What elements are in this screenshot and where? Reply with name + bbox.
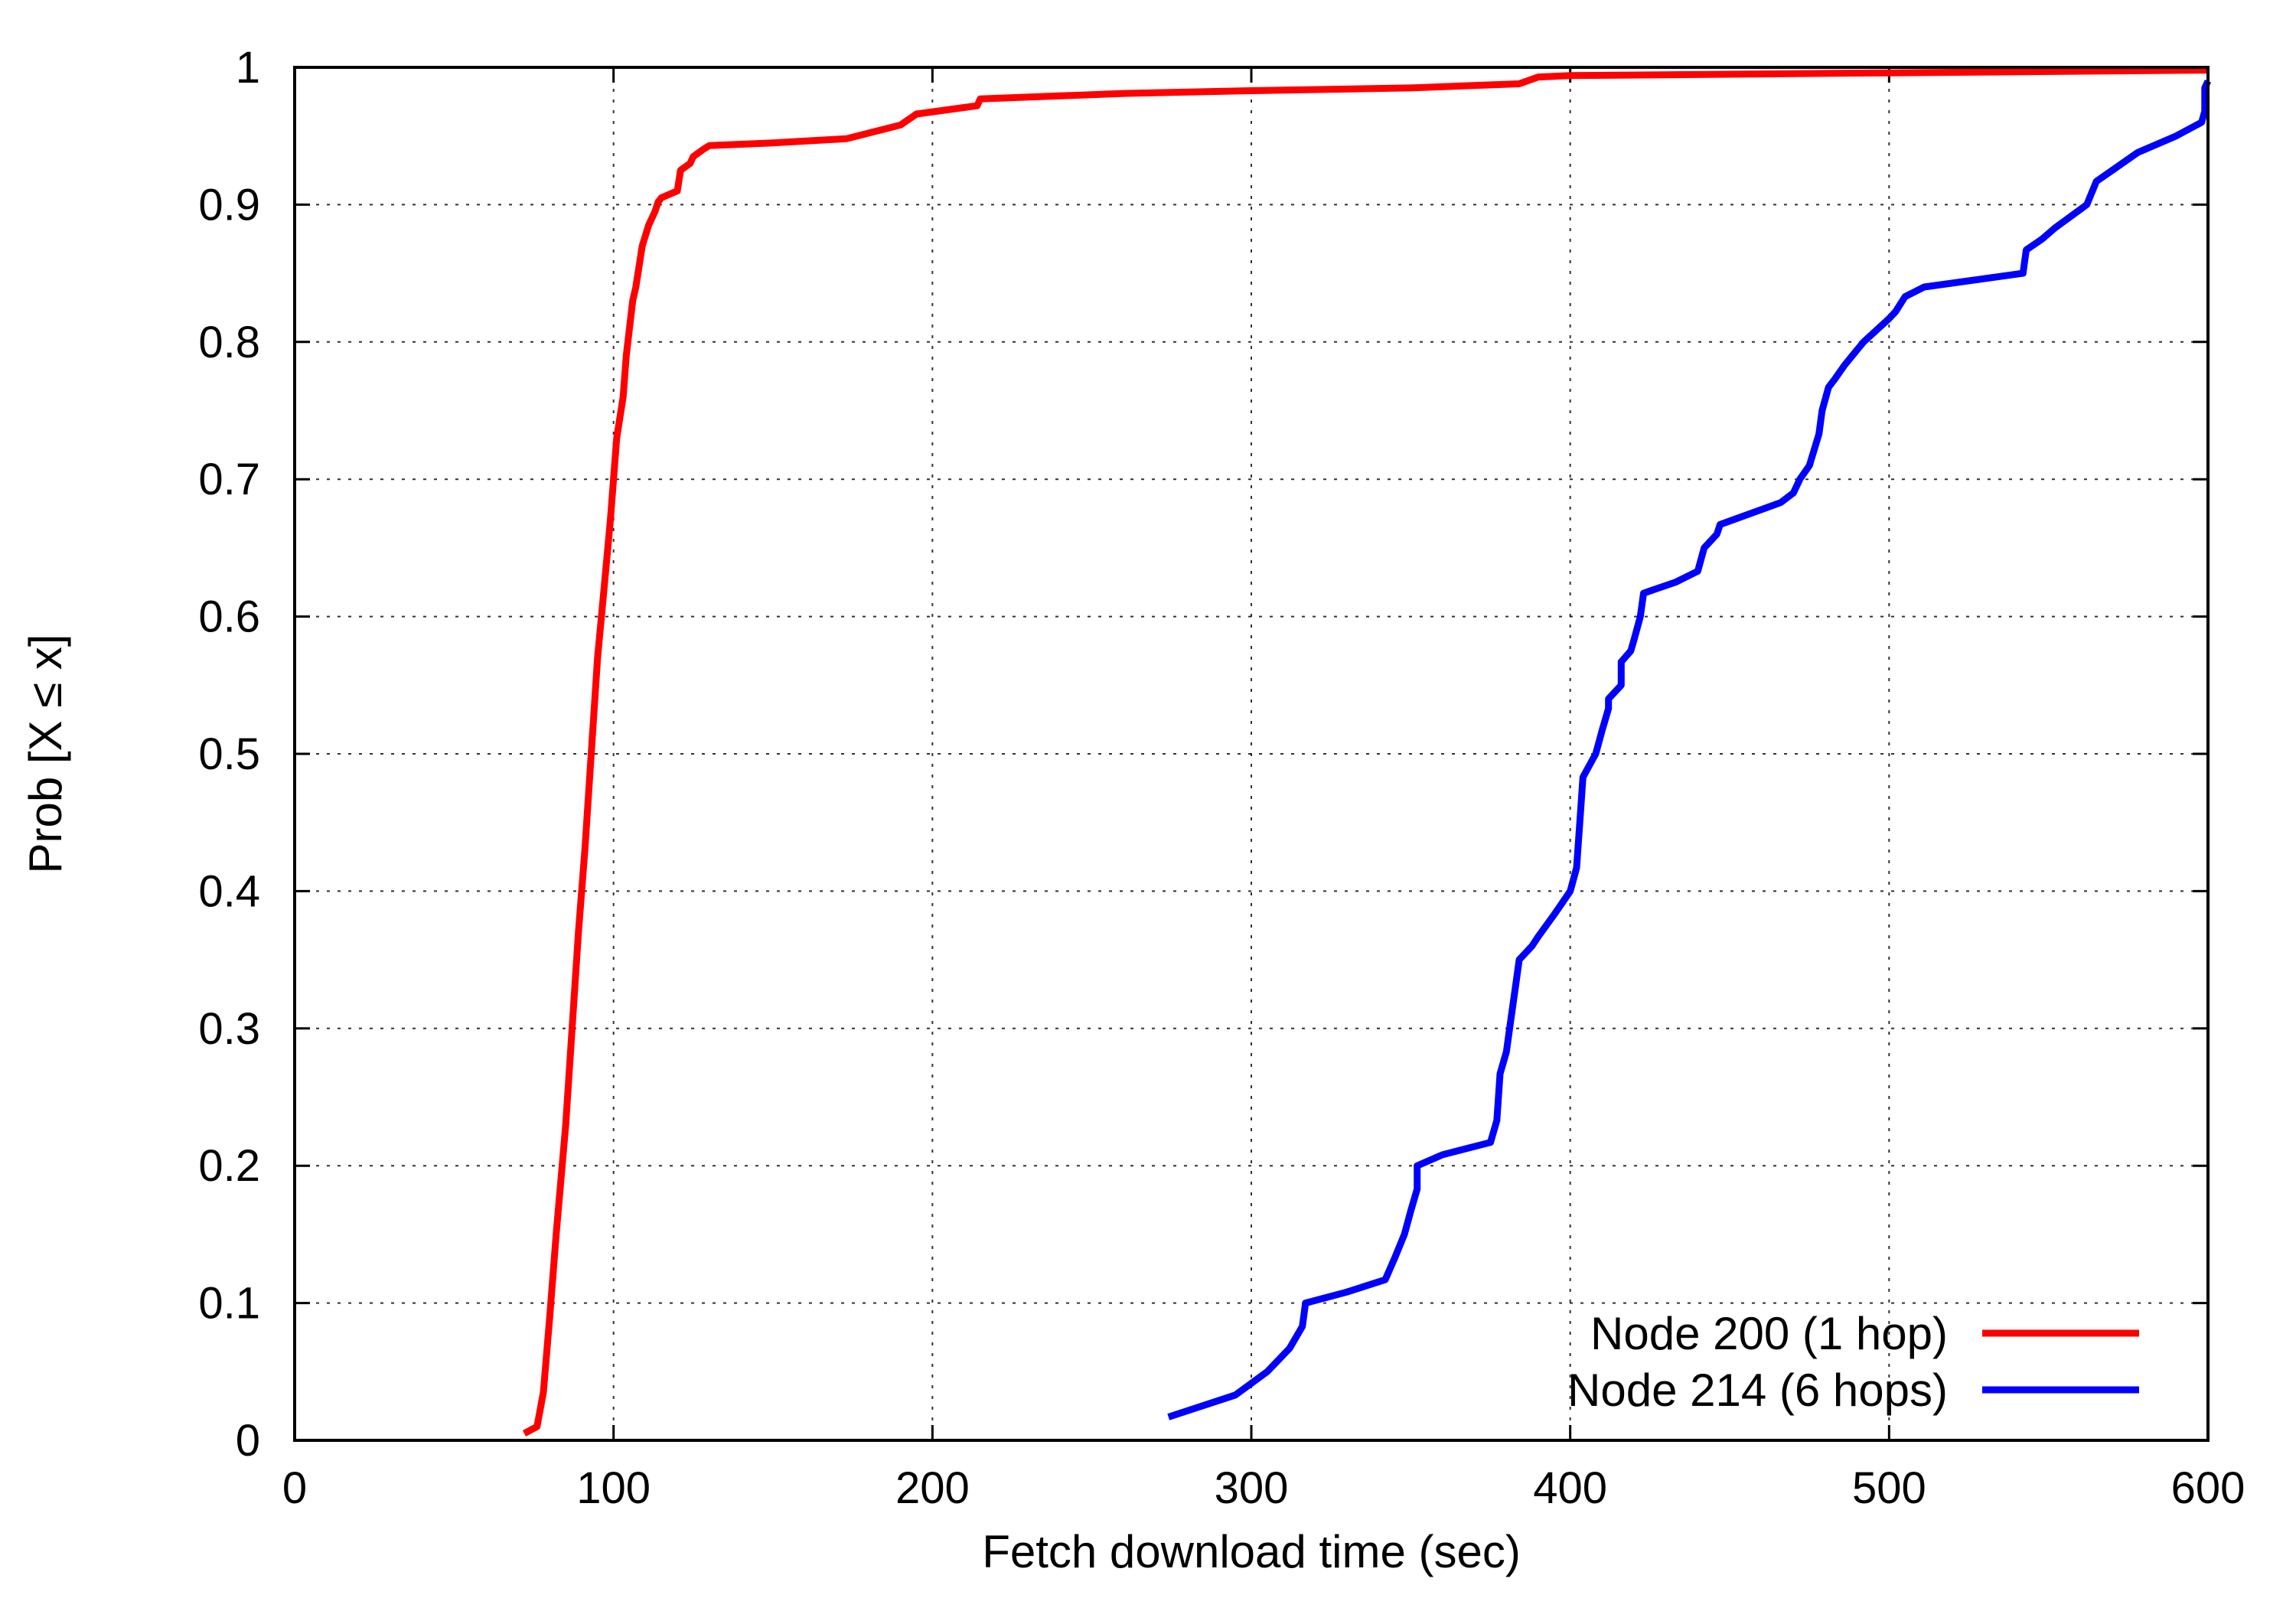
y-tick-label: 0.2 — [198, 1141, 260, 1191]
legend-label-1: Node 200 (1 hop) — [1590, 1308, 1948, 1359]
y-tick-label: 0.6 — [198, 592, 260, 642]
y-tick-label: 0.3 — [198, 1004, 260, 1054]
y-axis-title: Prob [X ≤ x] — [20, 634, 71, 873]
y-tick-label: 1 — [236, 43, 260, 93]
x-tick-label: 400 — [1533, 1463, 1607, 1513]
x-tick-label: 200 — [895, 1463, 970, 1513]
y-tick-label: 0.4 — [198, 866, 260, 916]
y-tick-label: 0.9 — [198, 180, 260, 230]
y-tick-label: 0.7 — [198, 455, 260, 504]
legend: Node 200 (1 hop) Node 214 (6 hops) — [1567, 1308, 2139, 1416]
series-line-1 — [522, 67, 2209, 1437]
x-tick-label: 100 — [576, 1463, 651, 1513]
x-tick-label: 500 — [1852, 1463, 1926, 1513]
y-tick-label: 0.1 — [198, 1279, 260, 1329]
axis-ticks: 0 100 200 300 400 500 600 0 0.1 0.2 0.3 0.4 0.5 0.6 0.… — [198, 43, 2245, 1513]
x-tick-label: 600 — [2171, 1463, 2245, 1513]
series-line-2 — [1167, 79, 2212, 1420]
y-tick-label: 0 — [236, 1416, 260, 1466]
grid-lines — [295, 67, 2208, 1440]
x-tick-label: 0 — [282, 1463, 307, 1513]
x-axis-title: Fetch download time (sec) — [982, 1526, 1521, 1577]
plot-frame — [293, 66, 2210, 1442]
y-tick-label: 0.5 — [198, 729, 260, 779]
series-lines — [522, 67, 2212, 1437]
y-tick-label: 0.8 — [198, 318, 260, 367]
x-tick-label: 300 — [1215, 1463, 1289, 1513]
legend-label-2: Node 214 (6 hops) — [1567, 1365, 1948, 1416]
